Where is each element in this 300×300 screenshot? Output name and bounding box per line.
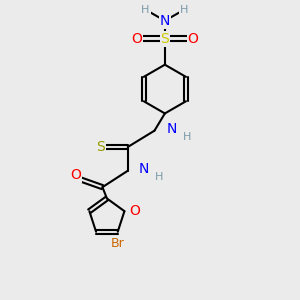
Text: O: O (188, 32, 199, 46)
Text: N: N (160, 14, 170, 28)
Text: N: N (139, 162, 149, 176)
Text: O: O (131, 32, 142, 46)
Text: H: H (154, 172, 163, 182)
Text: H: H (180, 5, 188, 15)
Text: S: S (160, 32, 169, 46)
Text: H: H (141, 5, 150, 15)
Text: N: N (167, 122, 177, 136)
Text: O: O (129, 204, 140, 218)
Text: S: S (97, 140, 105, 154)
Text: H: H (183, 132, 191, 142)
Text: Br: Br (111, 237, 124, 250)
Text: O: O (70, 168, 81, 182)
